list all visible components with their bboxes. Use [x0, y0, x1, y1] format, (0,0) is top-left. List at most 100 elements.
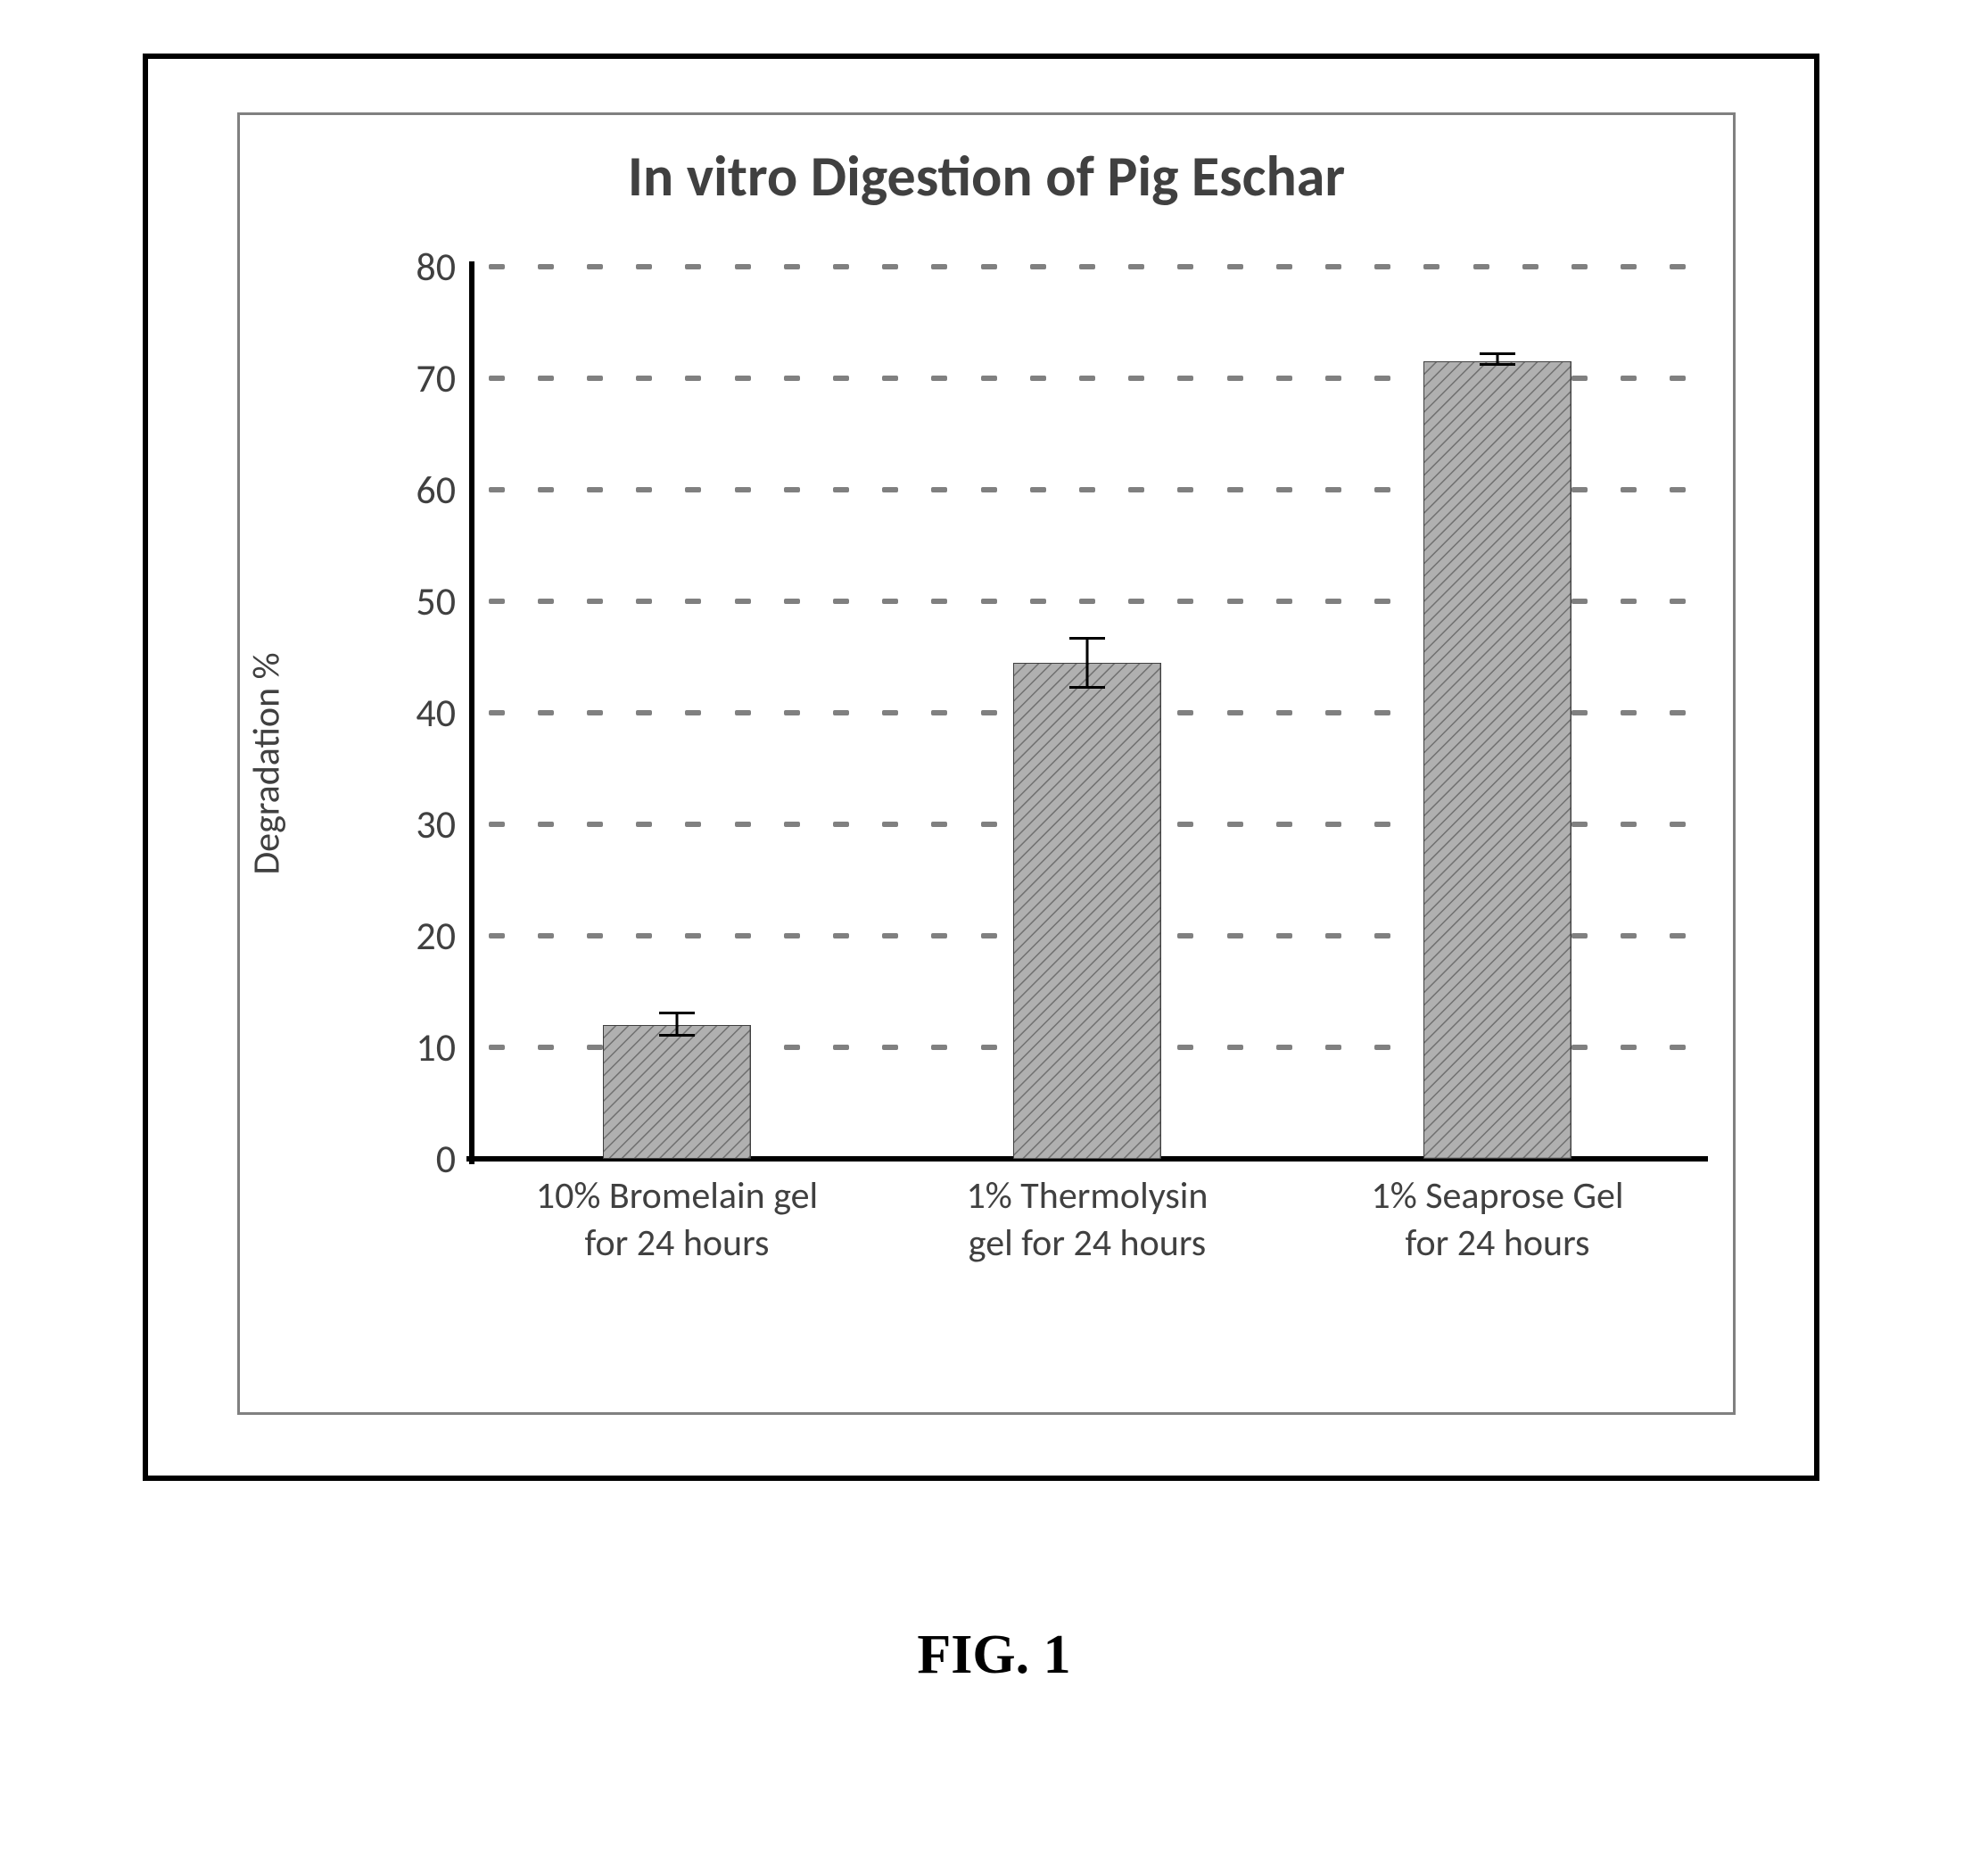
gridline-dash — [1325, 710, 1341, 715]
gridline-dash — [1670, 1045, 1686, 1050]
gridline-dash — [1325, 376, 1341, 381]
gridline-dash — [1276, 822, 1292, 827]
gridline-dash — [636, 376, 652, 381]
gridline-dash — [1128, 376, 1144, 381]
gridline-dash — [489, 264, 505, 269]
gridline-dash — [587, 264, 603, 269]
gridline-dash — [587, 710, 603, 715]
x-category-label: 1% Seaprose Gelfor 24 hours — [1292, 1159, 1703, 1267]
gridline-dash — [489, 487, 505, 492]
gridline-dash — [1177, 710, 1193, 715]
y-tick-label: 10 — [416, 1023, 472, 1071]
gridline-dash — [538, 710, 554, 715]
gridline-dash — [833, 1045, 849, 1050]
gridline-dash — [981, 710, 997, 715]
gridline-dash — [489, 933, 505, 938]
y-tick-label: 20 — [416, 912, 472, 960]
gridline-dash — [1227, 1045, 1243, 1050]
gridline-dash — [1621, 376, 1637, 381]
gridline-dash — [981, 599, 997, 604]
gridline-dash — [489, 599, 505, 604]
gridline-dash — [685, 264, 701, 269]
gridline-dash — [1571, 264, 1588, 269]
gridline-dash — [1128, 599, 1144, 604]
gridline-dash — [1079, 376, 1095, 381]
gridline-dash — [1522, 264, 1538, 269]
gridline-dash — [1030, 376, 1046, 381]
gridline-dash — [1276, 264, 1292, 269]
gridline-dash — [1621, 933, 1637, 938]
gridline-dash — [1670, 264, 1686, 269]
gridline-dash — [784, 264, 800, 269]
gridline-dash — [1325, 599, 1341, 604]
gridline-dash — [784, 822, 800, 827]
gridline-dash — [489, 822, 505, 827]
gridline-dash — [1030, 487, 1046, 492]
gridline-dash — [1374, 376, 1390, 381]
gridline-dash — [1177, 822, 1193, 827]
gridline-dash — [1227, 599, 1243, 604]
gridline-dash — [1227, 487, 1243, 492]
gridline-dash — [1325, 933, 1341, 938]
outer-frame: In vitro Digestion of Pig Eschar Degrada… — [143, 54, 1819, 1481]
gridline-dash — [685, 933, 701, 938]
gridline-dash — [685, 710, 701, 715]
error-bar — [1069, 637, 1105, 689]
gridline-dash — [981, 822, 997, 827]
gridline-dash — [735, 264, 751, 269]
gridline-dash — [735, 599, 751, 604]
y-tick-label: 70 — [416, 354, 472, 402]
gridline-dash — [1621, 822, 1637, 827]
gridline-dash — [784, 1045, 800, 1050]
gridline-dash — [685, 822, 701, 827]
gridline-dash — [1227, 264, 1243, 269]
gridline-dash — [1177, 933, 1193, 938]
gridline-dash — [784, 933, 800, 938]
gridline-dash — [587, 599, 603, 604]
gridline-dash — [1276, 933, 1292, 938]
gridline-dash — [587, 376, 603, 381]
page: In vitro Digestion of Pig Eschar Degrada… — [0, 0, 1988, 1852]
gridline-dash — [981, 933, 997, 938]
gridline-dash — [1227, 376, 1243, 381]
gridline-dash — [1177, 376, 1193, 381]
gridline-dash — [587, 933, 603, 938]
gridline-dash — [1621, 487, 1637, 492]
gridline-dash — [1079, 264, 1095, 269]
gridline-dash — [1670, 933, 1686, 938]
plot-area: 01020304050607080 10% Bromelain gelfor 2… — [472, 267, 1703, 1159]
gridline-dash — [735, 822, 751, 827]
gridline-dash — [1079, 487, 1095, 492]
gridline-dash — [735, 933, 751, 938]
gridline-dash — [1079, 599, 1095, 604]
gridline-dash — [636, 822, 652, 827]
figure-caption: FIG. 1 — [0, 1624, 1988, 1687]
gridline-dash — [538, 933, 554, 938]
gridline-dash — [1621, 1045, 1637, 1050]
gridline-dash — [538, 599, 554, 604]
gridline-dash — [1670, 376, 1686, 381]
gridline-dash — [981, 376, 997, 381]
gridline-dash — [1227, 933, 1243, 938]
gridline-dash — [1621, 710, 1637, 715]
gridline-dash — [784, 710, 800, 715]
gridline-dash — [1571, 487, 1588, 492]
gridline-dash — [1276, 376, 1292, 381]
gridline-dash — [931, 710, 947, 715]
bar — [603, 1025, 751, 1159]
gridline-dash — [784, 487, 800, 492]
gridline-dash — [931, 933, 947, 938]
gridline-dash — [1177, 1045, 1193, 1050]
gridline-dash — [587, 487, 603, 492]
gridline-dash — [882, 1045, 898, 1050]
gridline-dash — [1177, 599, 1193, 604]
gridline-dash — [1670, 822, 1686, 827]
gridline-dash — [489, 376, 505, 381]
gridline-dash — [931, 822, 947, 827]
gridline-dash — [931, 599, 947, 604]
gridline-dash — [882, 933, 898, 938]
gridline-dash — [489, 710, 505, 715]
gridline-dash — [882, 376, 898, 381]
gridline-dash — [1325, 1045, 1341, 1050]
gridline-dash — [1325, 264, 1341, 269]
